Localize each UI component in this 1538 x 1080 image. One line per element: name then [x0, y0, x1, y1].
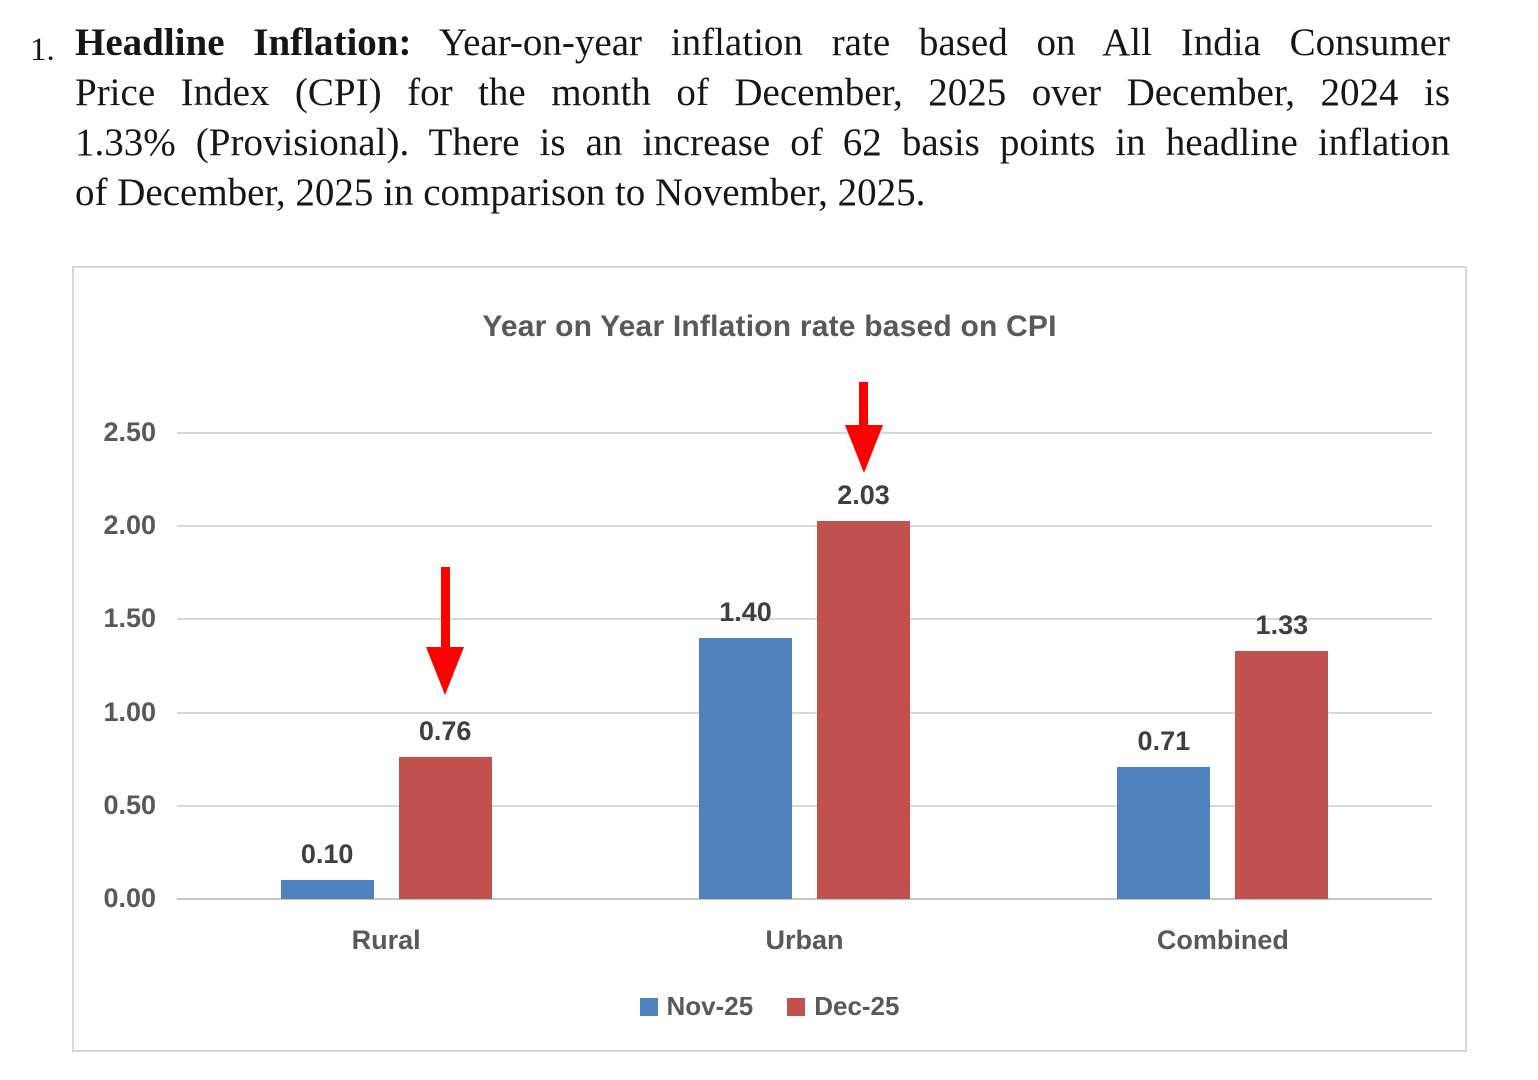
y-axis-tick-1.00: 1.00 — [103, 696, 156, 727]
gridline-1.50 — [177, 618, 1432, 621]
gridline-0.00 — [177, 898, 1432, 900]
down-arrow-shaft-Rural — [440, 567, 450, 647]
intro-line-2: Price Index (CPI) for the month of Decem… — [75, 71, 1450, 114]
y-axis-tick-0.00: 0.00 — [103, 883, 156, 913]
value-label-Dec-25-Urban: 2.03 — [837, 479, 890, 510]
bar-Nov-25-Urban — [699, 638, 792, 899]
gridline-0.50 — [177, 804, 1432, 807]
category-label-Urban: Urban — [765, 925, 844, 955]
legend-label-Dec-25: Dec-25 — [814, 991, 900, 1021]
legend-swatch-Nov-25 — [639, 997, 658, 1016]
intro-paragraph: 1. Headline Inflation: Year-on-year infl… — [30, 18, 1450, 218]
bar-Dec-25-Rural — [398, 757, 492, 899]
list-number: 1. — [30, 32, 55, 68]
y-axis-tick-1.50: 1.50 — [103, 603, 156, 634]
category-label-Rural: Rural — [351, 925, 421, 955]
legend: Nov-25 Dec-25 — [74, 991, 1465, 1022]
value-label-Nov-25-Urban: 1.40 — [719, 597, 772, 628]
intro-line-1: Headline Inflation: Year-on-year inflati… — [75, 18, 1450, 68]
chart-title: Year on Year Inflation rate based on CPI — [482, 310, 1057, 343]
intro-line-4: of December, 2025 in comparison to Novem… — [75, 171, 926, 214]
intro-line-3: 1.33% (Provisional). There is an increas… — [75, 121, 1450, 164]
value-label-Nov-25-Rural: 0.10 — [300, 839, 354, 870]
value-label-Dec-25-Combined: 1.33 — [1255, 610, 1309, 641]
down-arrow-head-Rural — [426, 647, 465, 695]
value-label-Nov-25-Combined: 0.71 — [1137, 725, 1191, 756]
legend-item-Dec-25: Dec-25 — [787, 991, 899, 1022]
y-axis-tick-2.00: 2.00 — [103, 510, 156, 541]
bar-Dec-25-Urban — [817, 520, 910, 899]
bar-Nov-25-Rural — [280, 880, 374, 899]
gridline-2.00 — [177, 525, 1432, 528]
down-arrow-shaft-Urban — [859, 382, 868, 425]
gridline-2.50 — [177, 432, 1432, 434]
y-axis-tick-0.50: 0.50 — [103, 789, 156, 820]
y-axis-tick-2.50: 2.50 — [103, 417, 156, 447]
down-arrow-head-Urban — [844, 425, 883, 473]
bar-Dec-25-Combined — [1235, 651, 1329, 899]
legend-swatch-Dec-25 — [787, 997, 806, 1016]
plot-area: 0.10 0.76 1.40 2.03 0.71 1.33 — [177, 432, 1432, 900]
intro-bold-lead: Headline Inflation: — [75, 21, 412, 64]
legend-label-Nov-25: Nov-25 — [666, 991, 754, 1021]
legend-item-Nov-25: Nov-25 — [639, 991, 754, 1022]
inflation-bar-chart: Year on Year Inflation rate based on CPI… — [72, 266, 1467, 1052]
intro-line-1-text: Year-on-year inflation rate based on All… — [411, 21, 1450, 64]
category-label-Combined: Combined — [1156, 925, 1289, 955]
gridline-1.00 — [177, 711, 1432, 714]
value-label-Dec-25-Rural: 0.76 — [418, 716, 472, 747]
bar-Nov-25-Combined — [1117, 766, 1211, 899]
